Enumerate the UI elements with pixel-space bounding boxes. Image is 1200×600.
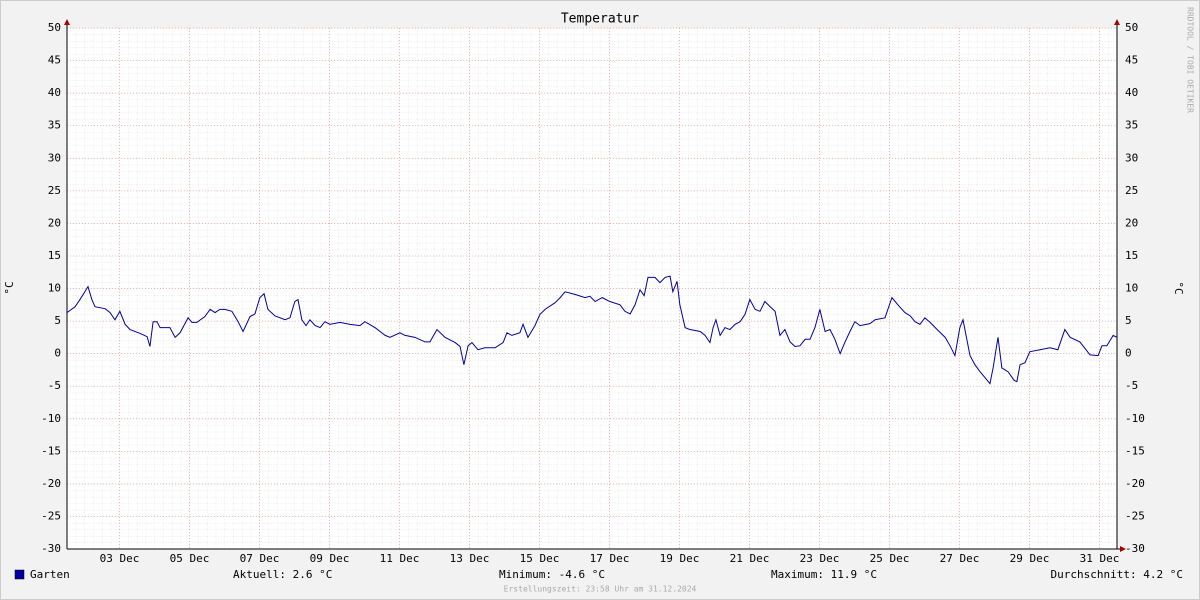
y2-tick-label: 40: [1125, 86, 1138, 99]
y2-tick-label: -5: [1125, 379, 1138, 392]
x-tick-label: 17 Dec: [590, 552, 630, 565]
x-tick-label: 27 Dec: [940, 552, 980, 565]
x-tick-label: 23 Dec: [800, 552, 840, 565]
x-tick-label: 03 Dec: [100, 552, 140, 565]
y-tick-label: 45: [48, 54, 61, 67]
y-tick-label: -10: [41, 412, 61, 425]
footer: Erstellungszeit: 23:58 Uhr am 31.12.2024: [504, 585, 697, 594]
y-tick-label: 15: [48, 249, 61, 262]
y2-tick-label: -30: [1125, 542, 1145, 555]
x-tick-label: 25 Dec: [870, 552, 910, 565]
legend-swatch: [14, 569, 25, 580]
x-tick-label: 29 Dec: [1010, 552, 1050, 565]
plot-layer: -30 -30 -25 -25 -20 -20 -15 -15 -10 -10 -5 -5 0 0 5 5 10…: [14, 21, 1183, 581]
y-tick-label: 10: [48, 282, 61, 295]
y2-tick-label: 0: [1125, 347, 1132, 360]
x-tick-label: 13 Dec: [450, 552, 490, 565]
x-tick-label: 31 Dec: [1080, 552, 1120, 565]
y2-tick-label: -20: [1125, 477, 1145, 490]
y-tick-label: -5: [48, 379, 61, 392]
y2-tick-label: 15: [1125, 249, 1138, 262]
stat-label: Minimum: -4.6 °C: [499, 568, 605, 581]
y2-tick-label: 25: [1125, 184, 1138, 197]
y2-tick-label: 45: [1125, 54, 1138, 67]
y-tick-label: 30: [48, 151, 61, 164]
y2-tick-label: 10: [1125, 282, 1138, 295]
x-tick-label: 09 Dec: [310, 552, 350, 565]
x-tick-label: 19 Dec: [660, 552, 700, 565]
stat-label: Aktuell: 2.6 °C: [233, 568, 332, 581]
y2-tick-label: 20: [1125, 216, 1138, 229]
y-axis-label: °C: [3, 281, 16, 294]
y-tick-label: 50: [48, 21, 61, 34]
stat-label: Durchschnitt: 4.2 °C: [1051, 568, 1183, 581]
x-tick-label: 05 Dec: [170, 552, 210, 565]
watermark: RRDTOOL / TOBI OETIKER: [1186, 7, 1195, 113]
x-tick-label: 15 Dec: [520, 552, 560, 565]
y-tick-label: 5: [54, 314, 61, 327]
y-tick-label: -30: [41, 542, 61, 555]
chart-title: Temperatur: [561, 12, 639, 27]
y-tick-label: -25: [41, 509, 61, 522]
y2-tick-label: 50: [1125, 21, 1138, 34]
y2-axis-label: °C: [1172, 281, 1185, 294]
y-tick-label: 0: [54, 347, 61, 360]
y2-tick-label: -25: [1125, 509, 1145, 522]
y2-tick-label: 30: [1125, 151, 1138, 164]
legend-label: Garten: [30, 568, 70, 581]
y2-tick-label: -15: [1125, 444, 1145, 457]
y-tick-label: -20: [41, 477, 61, 490]
x-tick-label: 07 Dec: [240, 552, 280, 565]
y-tick-label: 35: [48, 119, 61, 132]
y-tick-label: 40: [48, 86, 61, 99]
y-tick-label: 25: [48, 184, 61, 197]
y2-tick-label: 5: [1125, 314, 1132, 327]
x-tick-label: 21 Dec: [730, 552, 770, 565]
y2-tick-label: -10: [1125, 412, 1145, 425]
stat-label: Maximum: 11.9 °C: [771, 568, 877, 581]
y2-tick-label: 35: [1125, 119, 1138, 132]
line: [66, 275, 1118, 385]
y-tick-label: 20: [48, 216, 61, 229]
y-tick-label: -15: [41, 444, 61, 457]
x-tick-label: 11 Dec: [380, 552, 420, 565]
